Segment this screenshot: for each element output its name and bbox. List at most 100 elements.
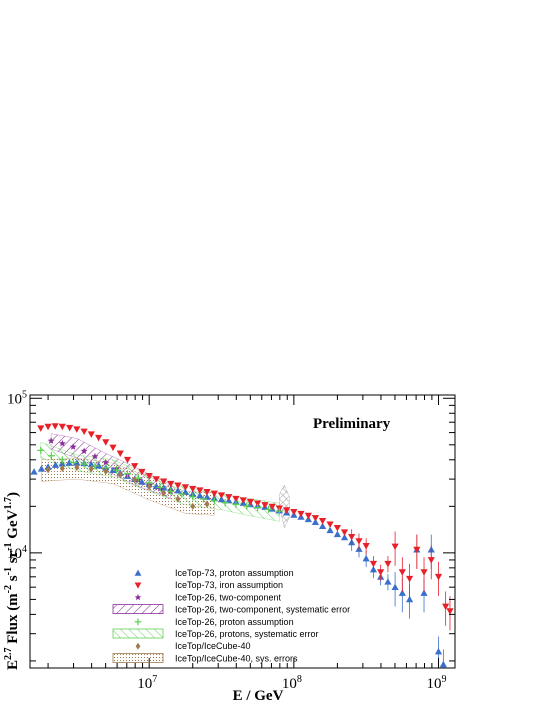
- data-point: [340, 533, 349, 541]
- data-point: [167, 480, 175, 488]
- data-point: [102, 439, 110, 446]
- data-point: [297, 510, 305, 518]
- data-point: [311, 515, 320, 522]
- data-point: [290, 509, 298, 516]
- data-point: [442, 603, 450, 611]
- data-point: [439, 660, 447, 668]
- data-point: [91, 462, 99, 470]
- data-point: [65, 459, 73, 466]
- data-point: [117, 471, 123, 479]
- data-point: [138, 468, 146, 476]
- data-point: [131, 463, 139, 470]
- data-point: [318, 518, 327, 525]
- data-point: [434, 573, 443, 581]
- data-point: [405, 575, 414, 583]
- data-point: [196, 487, 204, 494]
- legend: IceTop-73, proton assumption IceTop-73, i…: [112, 568, 350, 663]
- data-point: [304, 512, 312, 520]
- data-point: [47, 437, 55, 444]
- data-point: [51, 461, 60, 468]
- data-point: [203, 489, 211, 496]
- legend-label: IceTop-26, two-component, systematic err…: [175, 605, 350, 615]
- x-tick-label: 108: [282, 674, 302, 692]
- legend-entry: IceTop-26, two-component, systematic err…: [112, 604, 350, 615]
- y-axis-title: E2.7 Flux (m-2 s-1 sr-1 GeV1.7): [3, 492, 21, 670]
- data-point: [434, 647, 443, 655]
- data-point: [217, 495, 226, 503]
- data-point: [123, 470, 132, 478]
- legend-label: IceTop/IceCube-40: [175, 641, 251, 651]
- data-point: [203, 493, 211, 500]
- data-point: [210, 497, 218, 505]
- data-point: [91, 452, 99, 460]
- data-point: [254, 504, 262, 512]
- data-point: [190, 502, 196, 510]
- legend-label: IceTop-73, proton assumption: [175, 568, 294, 578]
- data-point: [30, 468, 38, 475]
- legend-label: IceTop/IceCube-40, sys. errors: [175, 653, 298, 663]
- legend-entry: IceTop-26, proton assumption: [134, 617, 294, 627]
- data-point: [362, 554, 370, 562]
- plot-frame: [29, 394, 456, 669]
- data-point: [362, 542, 370, 550]
- data-point: [391, 543, 399, 551]
- x-tick-label: 107: [137, 674, 157, 692]
- data-point: [80, 428, 88, 436]
- legend-swatch: [112, 653, 164, 663]
- data-point: [275, 507, 283, 515]
- data-point: [413, 546, 421, 554]
- data-point: [225, 494, 233, 501]
- data-point: [398, 589, 406, 596]
- preliminary-annotation: Preliminary: [313, 416, 391, 432]
- data-point: [232, 495, 240, 503]
- data-point: [369, 560, 378, 568]
- data-point: [333, 525, 342, 532]
- data-point: [146, 483, 152, 491]
- legend-label: IceTop-26, proton assumption: [175, 617, 294, 627]
- x-tick-label: 109: [427, 674, 447, 692]
- data-point: [283, 507, 291, 514]
- data-point: [113, 466, 121, 474]
- data-point: [160, 478, 168, 485]
- data-point: [37, 425, 45, 432]
- data-point: [80, 460, 88, 468]
- data-point: [66, 424, 74, 432]
- data-point: [175, 495, 181, 503]
- data-point: [174, 486, 182, 494]
- data-point: [123, 456, 132, 464]
- data-point: [69, 458, 77, 466]
- data-point: [384, 560, 392, 568]
- data-point: [243, 502, 251, 510]
- legend-marker: [134, 618, 142, 626]
- legend-entry: IceTop-73, iron assumption: [134, 580, 283, 590]
- data-point: [398, 569, 406, 576]
- data-point: [221, 499, 229, 507]
- legend-entry: IceTop/IceCube-40: [135, 641, 251, 651]
- data-point: [109, 444, 117, 452]
- data-point: [239, 497, 247, 504]
- data-point: [199, 495, 208, 503]
- data-point: [420, 569, 428, 576]
- data-point: [167, 487, 175, 495]
- data-point: [181, 484, 190, 491]
- legend-label: IceTop-26, two-component: [175, 592, 282, 602]
- data-point: [246, 498, 255, 506]
- data-point: [178, 490, 186, 498]
- legend-swatch: [112, 628, 164, 639]
- data-point: [232, 500, 240, 508]
- data-point: [51, 423, 59, 430]
- data-point: [103, 467, 109, 475]
- data-point: [88, 465, 94, 473]
- legend-entry: IceTop-26, two-component: [134, 592, 282, 602]
- y-tick-label: 104: [7, 544, 27, 562]
- legend-label: IceTop-26, protons, systematic error: [175, 629, 319, 639]
- data-point: [58, 439, 66, 447]
- data-point: [264, 505, 273, 514]
- data-point: [80, 447, 88, 455]
- axis-ticks: 107 108 109 104 105: [7, 389, 455, 692]
- data-point: [45, 466, 51, 474]
- data-point: [391, 583, 399, 591]
- legend-marker: [134, 582, 142, 589]
- data-point: [377, 569, 385, 576]
- data-point: [217, 492, 226, 499]
